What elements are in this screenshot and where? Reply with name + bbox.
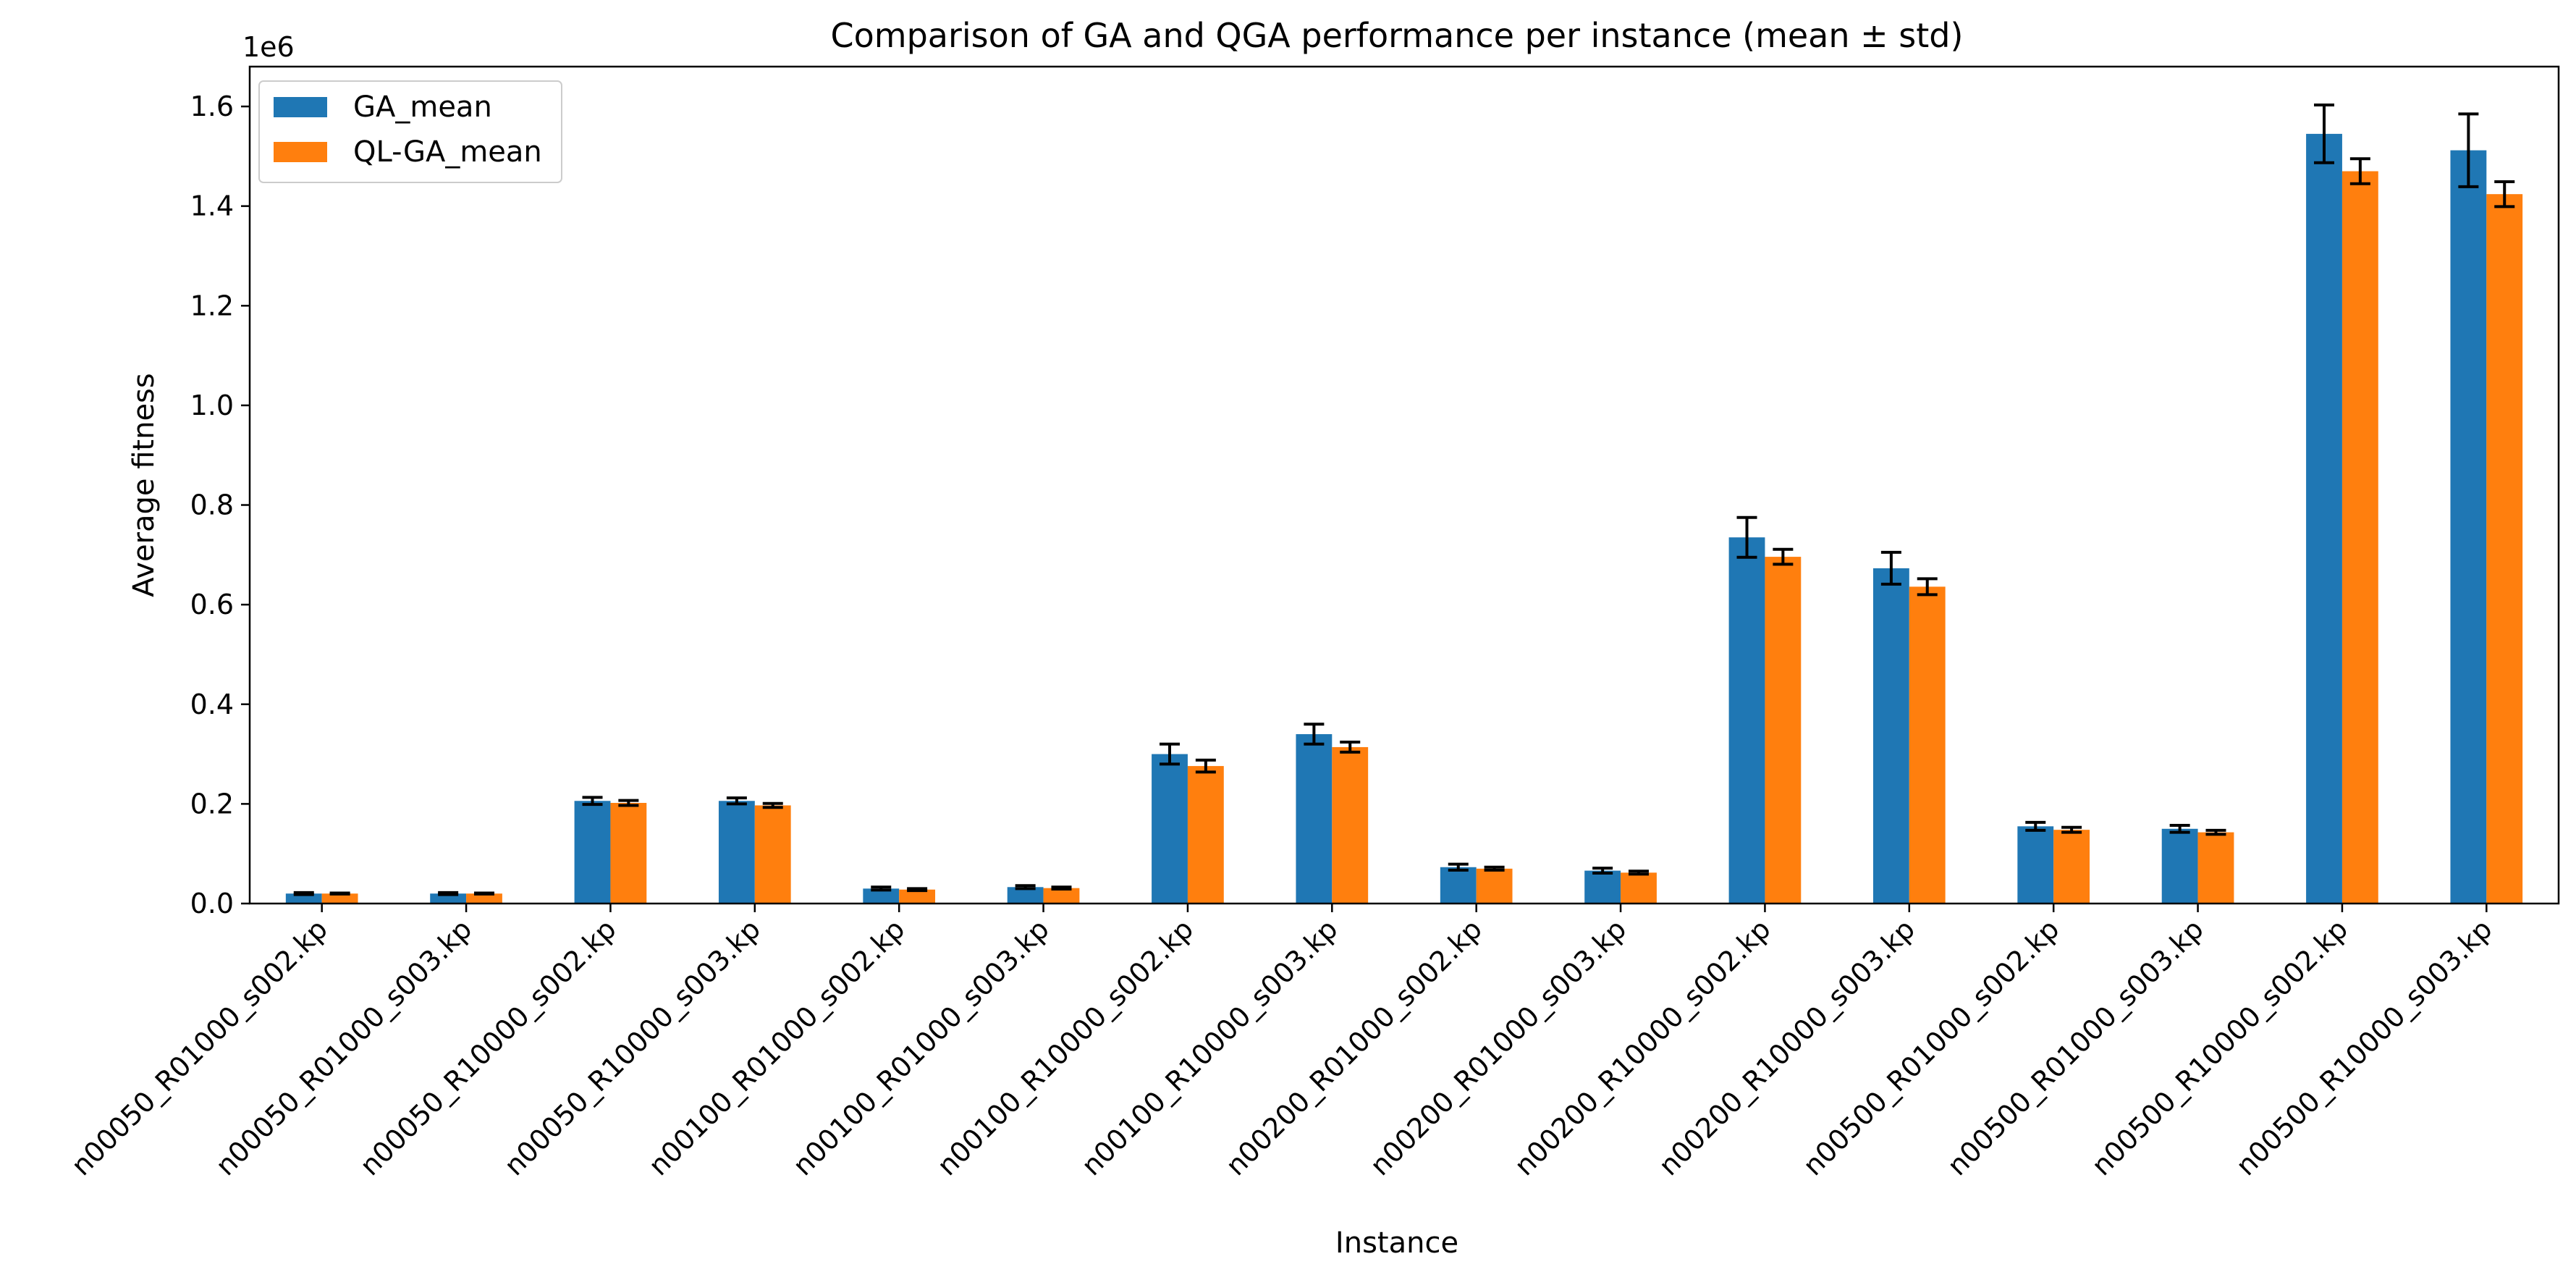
bar-qlga-12: [2053, 830, 2090, 904]
bar-ga-9: [1584, 870, 1621, 904]
bar-ga-6: [1152, 754, 1188, 904]
bar-ga-1: [430, 893, 467, 904]
x-tick-label: n00500_R01000_s002.kp: [1796, 913, 2065, 1182]
bar-ga-12: [2017, 826, 2054, 904]
bar-ga-15: [2450, 150, 2487, 904]
legend-box: [258, 80, 562, 183]
bar-ga-7: [1296, 734, 1333, 904]
bar-ga-10: [1728, 537, 1765, 904]
bar-qlga-10: [1765, 557, 1802, 904]
bar-qlga-8: [1476, 868, 1513, 904]
bar-qlga-14: [2341, 171, 2378, 904]
y-tick-label: 0.4: [190, 689, 234, 720]
bar-ga-11: [1872, 568, 1909, 904]
x-tick-label: n00050_R10000_s003.kp: [498, 913, 767, 1182]
bar-ga-13: [2161, 828, 2198, 904]
bar-qlga-9: [1621, 872, 1657, 904]
x-tick-label: n00500_R10000_s002.kp: [2085, 913, 2354, 1182]
x-tick-label: n00200_R01000_s002.kp: [1220, 913, 1488, 1182]
y-axis-label: Average fitness: [127, 373, 161, 597]
bar-ga-5: [1007, 887, 1044, 904]
bar-qlga-4: [899, 889, 936, 904]
bar-qlga-15: [2486, 194, 2523, 904]
bar-qlga-7: [1332, 746, 1369, 904]
x-tick-label: n00100_R10000_s003.kp: [1076, 913, 1344, 1182]
x-tick-label: n00100_R10000_s002.kp: [931, 913, 1199, 1182]
legend-swatch-ga: [274, 97, 327, 117]
bar-qlga-0: [321, 893, 358, 904]
chart-title: Comparison of GA and QGA performance per…: [831, 16, 1964, 55]
bar-ga-14: [2306, 133, 2342, 904]
plot-frame: [248, 65, 2560, 905]
y-tick-label: 0.8: [190, 489, 234, 521]
bar-qlga-6: [1187, 766, 1224, 904]
x-tick-label: n00050_R01000_s003.kp: [209, 913, 478, 1182]
y-axis-offset-label: 1e6: [242, 31, 295, 63]
bar-qlga-5: [1043, 888, 1080, 904]
x-tick-label: n00100_R01000_s003.kp: [787, 913, 1055, 1182]
legend-label-qlga: QL-GA_mean: [353, 135, 542, 169]
bar-ga-3: [718, 801, 755, 904]
bar-qlga-13: [2197, 832, 2234, 904]
y-tick-label: 0.6: [190, 589, 234, 620]
y-tick-label: 1.2: [190, 290, 234, 321]
bar-qlga-3: [754, 805, 791, 904]
bar-qlga-11: [1909, 586, 1946, 904]
x-axis-label: Instance: [1335, 1226, 1458, 1260]
x-tick-label: n00200_R10000_s002.kp: [1508, 913, 1777, 1182]
legend-swatch-qlga: [274, 142, 327, 162]
y-tick-label: 1.0: [190, 390, 234, 421]
x-tick-label: n00500_R10000_s003.kp: [2230, 913, 2499, 1182]
bar-ga-0: [285, 893, 322, 904]
legend-label-ga: GA_mean: [353, 90, 492, 124]
y-tick-label: 1.4: [190, 190, 234, 222]
x-tick-label: n00200_R01000_s003.kp: [1364, 913, 1632, 1182]
x-tick-label: n00200_R10000_s003.kp: [1652, 913, 1921, 1182]
bar-qlga-2: [610, 803, 647, 904]
x-tick-label: n00050_R10000_s002.kp: [354, 913, 622, 1182]
y-tick-label: 0.2: [190, 788, 234, 820]
bar-ga-8: [1440, 867, 1477, 904]
y-tick-label: 1.6: [190, 90, 234, 122]
bar-ga-4: [863, 888, 900, 904]
y-tick-label: 0.0: [190, 888, 234, 919]
x-tick-label: n00050_R01000_s002.kp: [65, 913, 334, 1182]
bar-ga-2: [574, 801, 611, 904]
bar-qlga-1: [466, 893, 502, 904]
x-tick-label: n00100_R01000_s002.kp: [642, 913, 911, 1182]
x-tick-label: n00500_R01000_s003.kp: [1941, 913, 2210, 1182]
